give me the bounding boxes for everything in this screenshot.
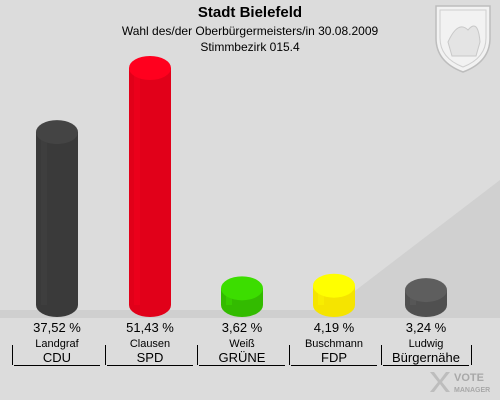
bar-spd [129,56,171,317]
logo-line2: MANAGER [454,387,490,394]
data-label-0: 37,52 % [33,320,81,335]
coat-of-arms-icon [435,5,491,73]
bar-body [36,132,78,317]
category-tick-label-3: FDP [291,350,377,366]
bar-highlight [134,68,140,305]
bar-bürgernähe [405,278,447,317]
bar-fdp [313,273,355,317]
data-label-4: 3,24 % [405,320,447,335]
candidate-label-2: Weiß [229,338,255,350]
chart-shadow [30,180,500,310]
bar-top [129,56,171,80]
bar-body [129,68,171,317]
category-tick-label-0: CDU [14,350,100,366]
candidate-label-3: Buschmann [304,338,364,350]
data-label-1: 51,43 % [126,320,174,335]
bar-highlight [318,285,324,305]
votemanager-logo: VOTE MANAGER [426,366,498,398]
bar-top [405,278,447,303]
chart-district: Stimmbezirk 015.4 [200,40,300,54]
category-tick-label-4: Bürgernähe [383,350,469,366]
candidate-label-1: Clausen [129,338,171,350]
bar-cdu [36,120,78,317]
data-label-3: 4,19 % [313,320,355,335]
tick-separator [12,345,13,365]
tick-separator [289,345,290,365]
tick-separator [471,345,472,365]
candidate-label-4: Ludwig [408,338,444,350]
category-tick-label-1: SPD [107,350,193,366]
bar-top [313,273,355,298]
tick-separator [381,345,382,365]
bar-top [221,276,263,301]
bar-grüne [221,276,263,317]
chart-title: Stadt Bielefeld [197,4,303,21]
bar-top [36,120,78,145]
tick-separator [197,345,198,365]
candidate-label-0: Landgraf [35,338,79,350]
bar-highlight [41,132,47,305]
data-label-2: 3,62 % [221,320,263,335]
category-tick-label-2: GRÜNE [199,350,285,366]
tick-separator [105,345,106,365]
chart-subtitle: Wahl des/der Oberbürgermeisters/in 30.08… [121,24,379,38]
logo-line1: VOTE [454,372,484,384]
